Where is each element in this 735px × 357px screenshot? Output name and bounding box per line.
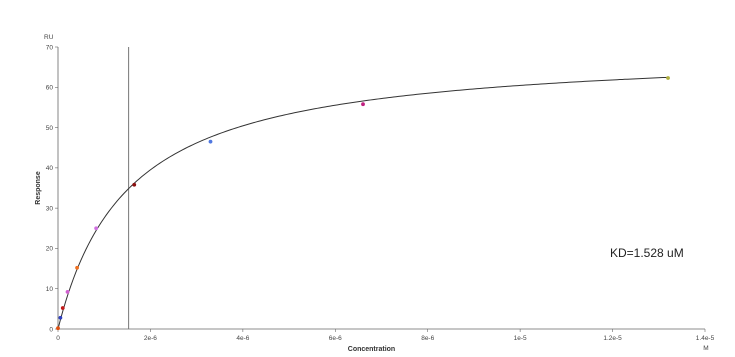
x-tick-label: 1.2e-5	[603, 335, 622, 342]
x-tick-label: 0	[56, 335, 60, 342]
y-axis-title: Response	[35, 171, 42, 205]
x-axis-unit: M	[703, 345, 708, 352]
x-tick-label: 2e-6	[144, 335, 157, 342]
y-tick-label: 20	[46, 246, 54, 253]
data-point	[58, 315, 63, 320]
data-point	[60, 306, 65, 310]
fit-curve	[57, 76, 669, 330]
y-tick-label: 0	[49, 326, 53, 333]
data-point	[65, 290, 70, 294]
x-tick-label: 1e-5	[514, 335, 527, 342]
y-tick-label: 30	[46, 205, 54, 212]
data-point	[208, 139, 213, 144]
data-points	[56, 76, 670, 331]
data-point	[361, 102, 365, 107]
data-point	[56, 326, 60, 331]
y-axis-unit: RU	[44, 34, 54, 41]
x-tick-label: 1.4e-5	[696, 335, 715, 342]
tick-labels: 0 2e-6 4e-6 6e-6 8e-6 1e-5 1.2e-5 1.4e-5 0 10 20 30…	[46, 44, 715, 342]
data-point	[666, 76, 670, 80]
data-point	[132, 182, 137, 187]
y-tick-label: 70	[46, 44, 54, 51]
x-tick-label: 8e-6	[421, 335, 434, 342]
kd-annotation: KD=1.528 uM	[610, 246, 684, 260]
axes	[55, 46, 706, 332]
data-point	[75, 265, 79, 270]
y-tick-label: 10	[46, 286, 54, 293]
x-tick-label: 6e-6	[329, 335, 342, 342]
y-tick-label: 60	[46, 85, 54, 92]
y-tick-label: 40	[46, 165, 54, 172]
x-axis-title: Concentration	[348, 346, 395, 353]
y-tick-label: 50	[46, 125, 54, 132]
x-tick-label: 4e-6	[236, 335, 249, 342]
data-point	[94, 226, 99, 231]
